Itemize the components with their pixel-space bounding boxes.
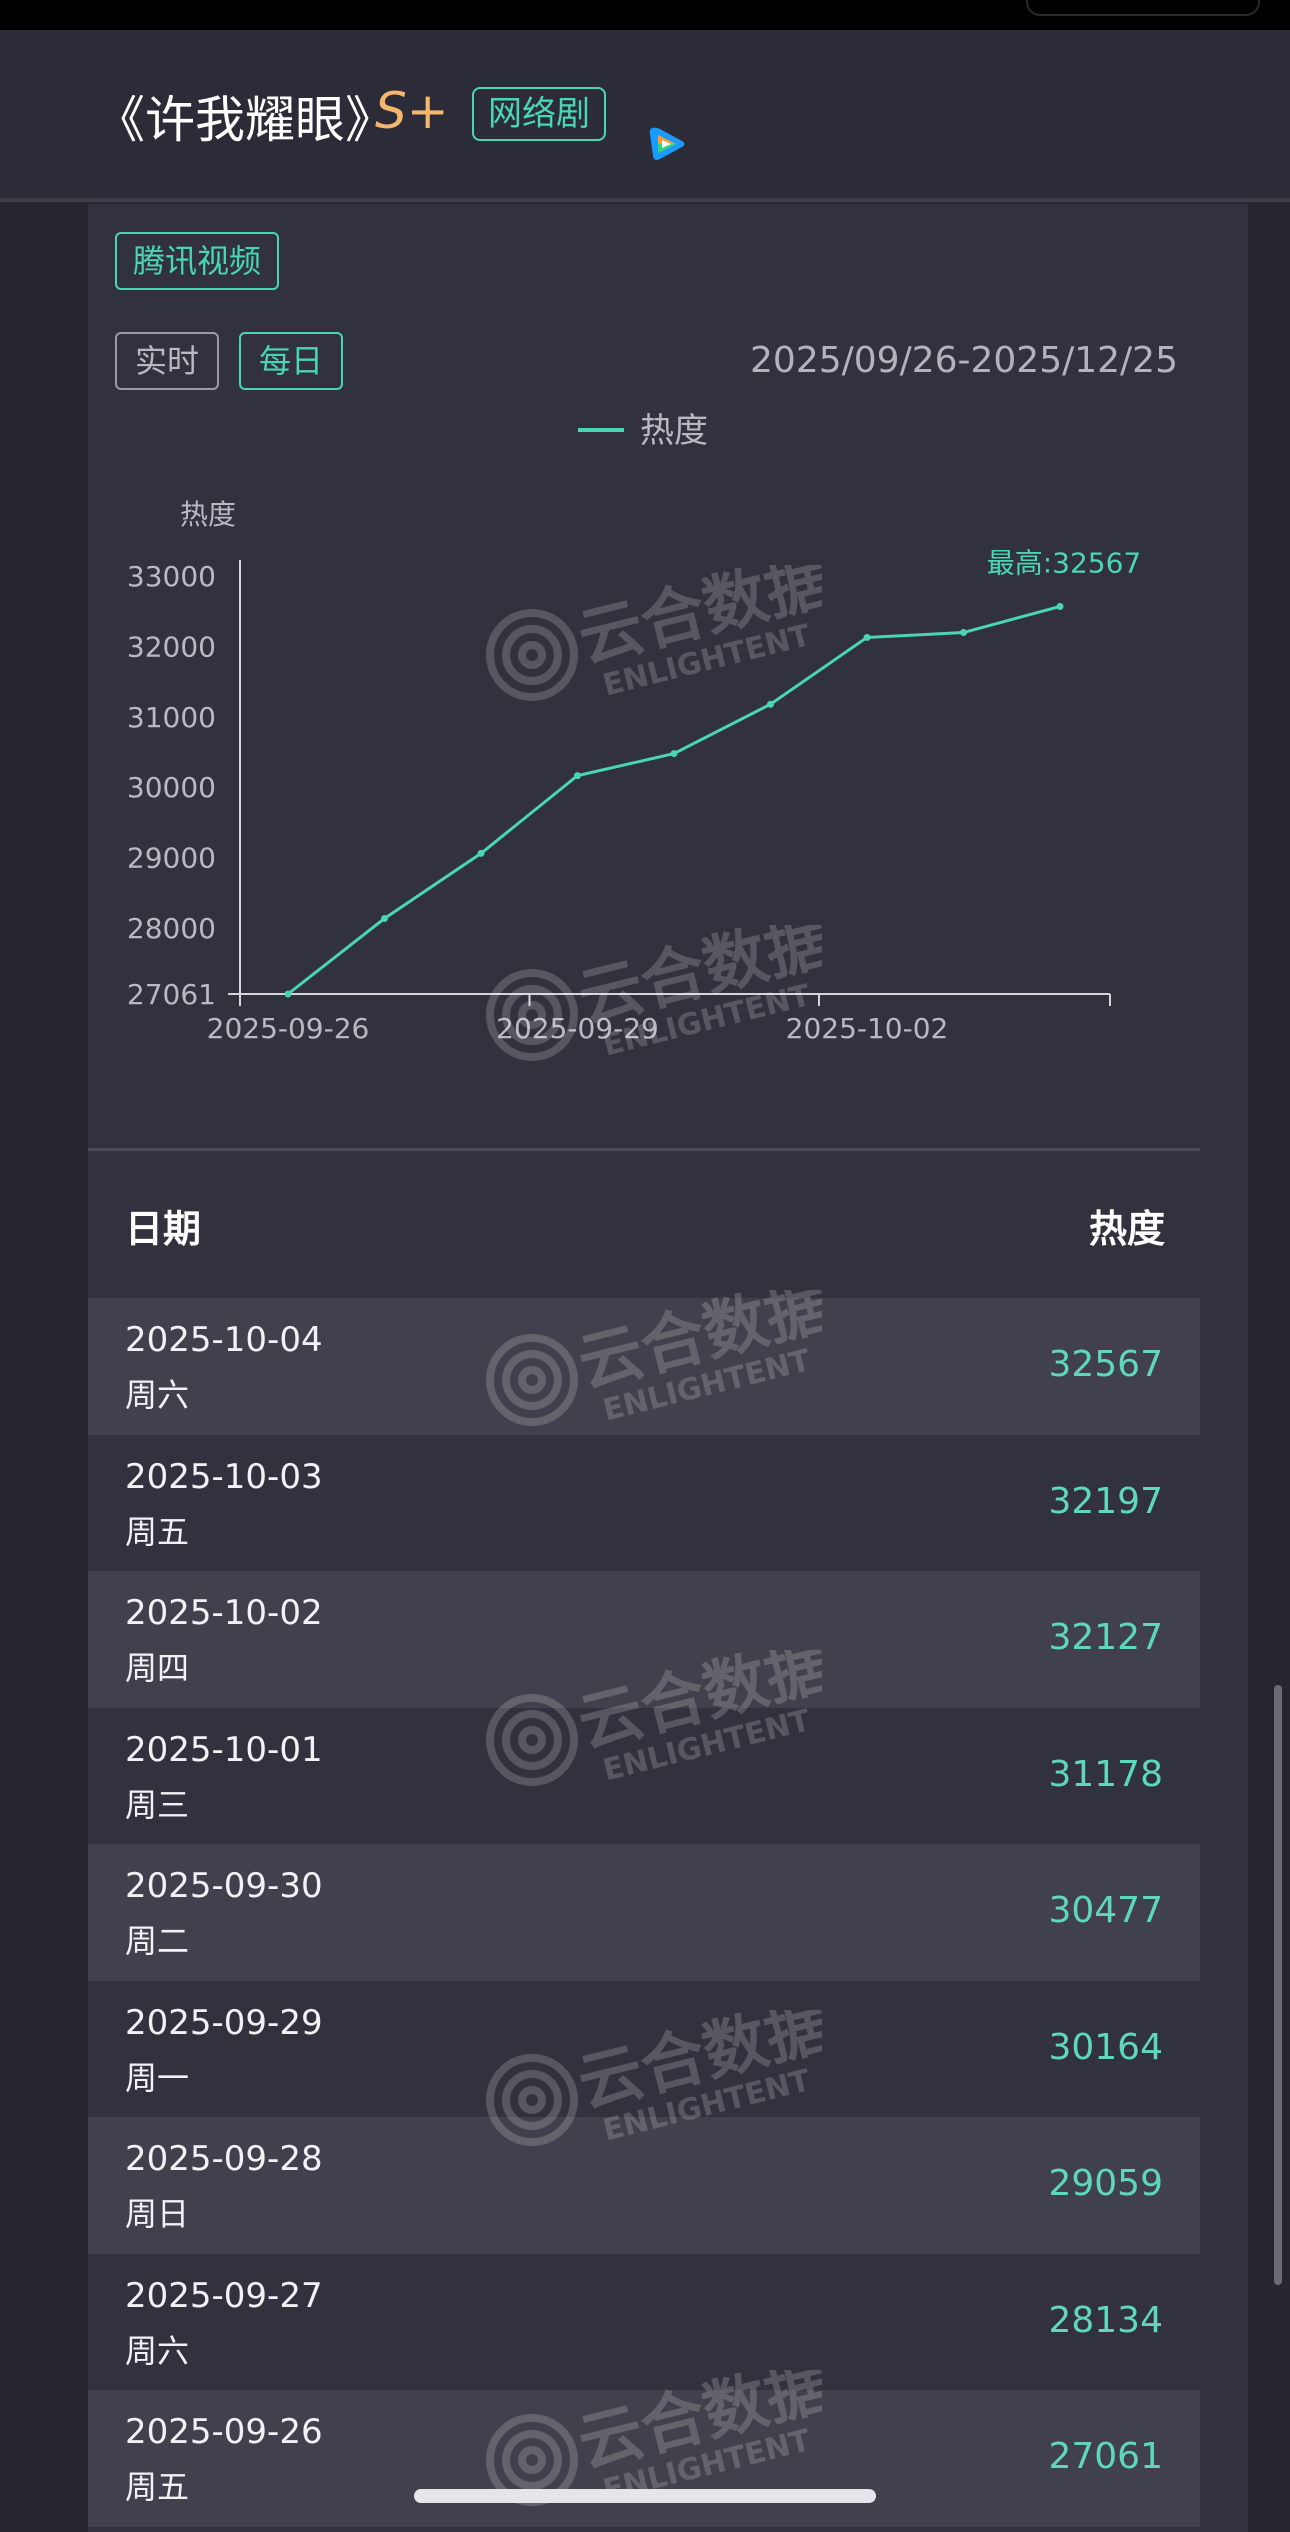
grade-badge: S+ — [375, 82, 449, 140]
row-weekday: 周一 — [125, 2058, 190, 2097]
x-tick-label: 2025-09-29 — [496, 1012, 659, 1045]
drama-title: 《许我耀眼》 — [95, 91, 395, 149]
data-point — [863, 633, 871, 641]
heat-line-chart: 热度热度270612800029000300003100032000330002… — [127, 411, 1142, 1045]
row-date: 2025-09-30 — [125, 1866, 323, 1906]
table-row[interactable]: 2025-10-04 周六 32567 — [88, 1298, 1200, 1435]
row-weekday: 周五 — [125, 1512, 190, 1551]
row-heat-value: 32197 — [1048, 1480, 1163, 1522]
data-point — [284, 990, 292, 998]
table-row[interactable]: 2025-10-01 周三 31178 — [88, 1708, 1200, 1845]
row-weekday: 周六 — [125, 1376, 190, 1414]
row-date: 2025-10-03 — [125, 1456, 323, 1497]
y-tick-label: 33000 — [127, 560, 216, 593]
date-range[interactable]: 2025/09/26-2025/12/25 — [750, 340, 1178, 381]
row-weekday: 周日 — [125, 2195, 190, 2233]
data-point — [960, 629, 967, 637]
home-indicator[interactable] — [414, 2489, 876, 2503]
status-bar — [0, 0, 1290, 30]
y-tick-label: 30000 — [127, 771, 216, 804]
watermark-logo: 云合数据 ENLIGHTENT — [482, 543, 838, 719]
max-annotation: 最高:32567 — [987, 546, 1142, 579]
row-date: 2025-09-28 — [125, 2139, 323, 2179]
data-point — [381, 914, 388, 922]
top-pill — [1026, 0, 1260, 16]
table-header-heat: 热度 — [1088, 1207, 1165, 1251]
y-tick-label: 27061 — [127, 978, 216, 1011]
watermark-logo: 云合数据 ENLIGHTENT — [482, 1268, 838, 1444]
table-row[interactable]: 2025-10-03 周五 32197 — [88, 1435, 1200, 1572]
row-date: 2025-09-27 — [125, 2275, 323, 2316]
table-row[interactable]: 2025-09-28 周日 29059 — [88, 2117, 1200, 2254]
row-heat-value: 28134 — [1048, 2299, 1163, 2341]
y-axis-title: 热度 — [180, 498, 236, 531]
data-point — [574, 772, 581, 780]
y-tick-label: 28000 — [127, 912, 216, 945]
row-date: 2025-10-01 — [125, 1729, 323, 1770]
row-weekday: 周四 — [125, 1649, 190, 1687]
x-tick-label: 2025-10-02 — [786, 1012, 949, 1045]
platform-tag[interactable]: 腾讯视频 — [115, 232, 280, 290]
x-tick-label: 2025-09-26 — [207, 1012, 370, 1045]
table-row[interactable]: 2025-09-27 周六 28134 — [88, 2254, 1200, 2391]
row-weekday: 周三 — [125, 1785, 190, 1824]
row-heat-value: 32567 — [1048, 1344, 1163, 1385]
watermark-logo: 云合数据 ENLIGHTENT — [482, 1628, 838, 1804]
y-tick-label: 31000 — [127, 701, 216, 734]
scrollbar[interactable] — [1274, 1685, 1282, 2285]
genre-tag: 网络剧 — [472, 87, 606, 141]
drama-header: 《许我耀眼》 S+ 网络剧 — [0, 30, 1290, 202]
row-heat-value: 32127 — [1048, 1617, 1163, 1658]
tab-daily[interactable]: 每日 — [239, 332, 344, 390]
table-header-date: 日期 — [125, 1207, 202, 1251]
row-weekday: 周五 — [125, 2468, 190, 2506]
row-heat-value: 27061 — [1048, 2436, 1163, 2477]
y-tick-label: 32000 — [127, 630, 216, 663]
row-date: 2025-10-02 — [125, 1593, 323, 1633]
table-row[interactable]: 2025-09-26 周五 27061 — [88, 2390, 1200, 2527]
watermark-logo: 云合数据 ENLIGHTENT — [482, 903, 838, 1079]
tab-realtime[interactable]: 实时 — [115, 332, 220, 390]
section-divider — [88, 1148, 1200, 1151]
legend-label: 热度 — [640, 411, 708, 451]
row-heat-value: 31178 — [1048, 1753, 1163, 1795]
data-point — [670, 750, 678, 758]
table-row[interactable]: 2025-10-02 周四 32127 — [88, 1571, 1200, 1708]
data-point — [767, 700, 774, 708]
row-date: 2025-09-29 — [125, 2002, 323, 2043]
table-row[interactable]: 2025-09-30 周二 30477 — [88, 1844, 1200, 1981]
row-heat-value: 30164 — [1048, 2026, 1163, 2068]
row-weekday: 周二 — [125, 1922, 190, 1960]
heat-table: 2025-10-04 周六 32567 2025-10-03 周五 32197 2025-1… — [88, 1298, 1200, 2527]
row-date: 2025-10-04 — [125, 1320, 323, 1360]
table-row[interactable]: 2025-09-29 周一 30164 — [88, 1981, 1200, 2118]
row-heat-value: 29059 — [1048, 2163, 1163, 2204]
data-point — [477, 849, 485, 857]
row-weekday: 周六 — [125, 2331, 190, 2370]
row-date: 2025-09-26 — [125, 2412, 323, 2452]
tencent-video-play-icon[interactable] — [645, 122, 689, 166]
row-heat-value: 30477 — [1048, 1890, 1163, 1931]
y-tick-label: 29000 — [127, 842, 216, 875]
watermark-logo: 云合数据 ENLIGHTENT — [482, 1988, 838, 2164]
data-point — [1056, 602, 1064, 610]
